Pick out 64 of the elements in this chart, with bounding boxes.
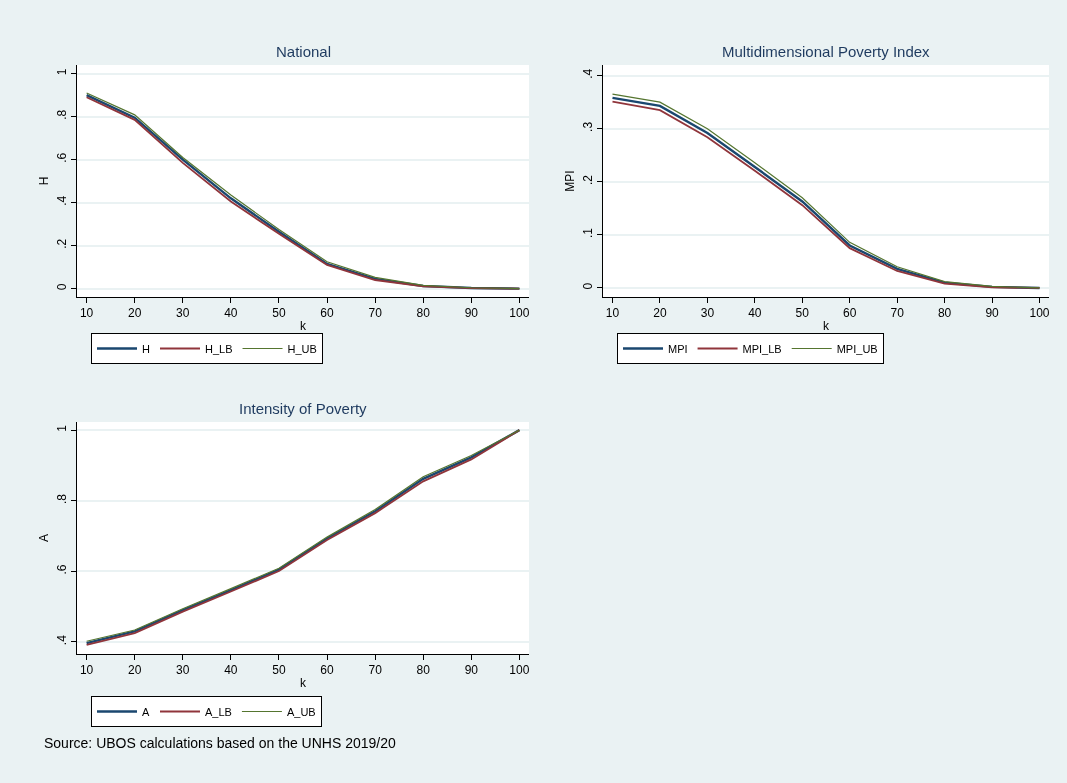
x-tick-label: 100 <box>509 306 530 321</box>
legend-label: H <box>142 342 150 355</box>
x-tick-label: 80 <box>416 306 431 321</box>
x-tick-label: 90 <box>464 663 479 678</box>
y-tick-label: .6 <box>55 564 70 575</box>
x-tick-label: 60 <box>843 306 857 321</box>
x-tick-label: 40 <box>748 306 762 321</box>
x-tick-label: 70 <box>368 663 383 678</box>
x-tick-label: 100 <box>1029 306 1050 321</box>
y-tick-label: .8 <box>55 493 70 504</box>
x-tick-label: 60 <box>320 306 335 321</box>
legend-label: A <box>142 705 150 718</box>
x-axis-title: k <box>823 319 830 334</box>
y-tick-label: 1 <box>55 424 70 432</box>
x-tick-label: 30 <box>176 663 190 678</box>
y-tick-label: .3 <box>581 121 596 132</box>
x-tick-label: 40 <box>224 663 238 678</box>
y-tick-label: 0 <box>55 283 70 291</box>
y-axis-title: A <box>36 533 51 543</box>
y-tick-label: .4 <box>55 634 70 646</box>
x-tick-label: 20 <box>128 663 142 678</box>
legend-label: H_UB <box>287 342 317 355</box>
y-tick-label: .4 <box>581 68 596 79</box>
x-tick-label: 20 <box>653 306 667 321</box>
legend-label: MPI_UB <box>836 342 878 355</box>
x-tick-label: 90 <box>985 306 1000 321</box>
x-tick-label: 10 <box>79 306 94 321</box>
chart-title: Intensity of Poverty <box>239 400 368 417</box>
x-tick-label: 70 <box>890 306 905 321</box>
legend-label: H_LB <box>205 342 233 355</box>
legend-label: MPI <box>668 342 688 355</box>
x-tick-label: 30 <box>700 306 715 321</box>
x-tick-label: 50 <box>795 306 810 321</box>
y-tick-label: .8 <box>55 109 70 120</box>
y-axis-title: H <box>36 176 51 186</box>
x-tick-label: 10 <box>605 306 620 321</box>
x-tick-label: 90 <box>464 306 479 321</box>
x-tick-label: 30 <box>176 306 190 321</box>
x-tick-label: 10 <box>79 663 94 678</box>
y-tick-label: .4 <box>55 195 70 206</box>
y-tick-label: .2 <box>55 238 70 249</box>
x-tick-label: 80 <box>416 663 431 678</box>
y-tick-label: .6 <box>55 152 70 163</box>
x-tick-label: 70 <box>368 306 383 321</box>
x-tick-label: 80 <box>937 306 952 321</box>
y-axis-title: MPI <box>562 170 577 192</box>
legend-label: A_LB <box>205 705 232 718</box>
source-note: Source: UBOS calculations based on the UNHS 2019/20 <box>44 735 396 751</box>
x-tick-label: 50 <box>272 306 286 321</box>
legend-label: A_UB <box>286 705 316 718</box>
y-tick-label: .1 <box>581 227 596 239</box>
chart-title: National <box>276 43 332 60</box>
x-tick-label: 50 <box>272 663 286 678</box>
x-tick-label: 100 <box>509 663 530 678</box>
legend-label: MPI_LB <box>742 342 782 355</box>
x-tick-label: 20 <box>128 306 142 321</box>
chart-title: Multidimensional Poverty Index <box>722 43 931 60</box>
x-tick-label: 40 <box>224 306 238 321</box>
y-tick-label: 0 <box>581 282 596 290</box>
y-tick-label: 1 <box>55 68 70 76</box>
x-axis-title: k <box>300 676 307 691</box>
x-axis-title: k <box>300 319 307 334</box>
x-tick-label: 60 <box>320 663 335 678</box>
y-tick-label: .2 <box>581 174 596 186</box>
